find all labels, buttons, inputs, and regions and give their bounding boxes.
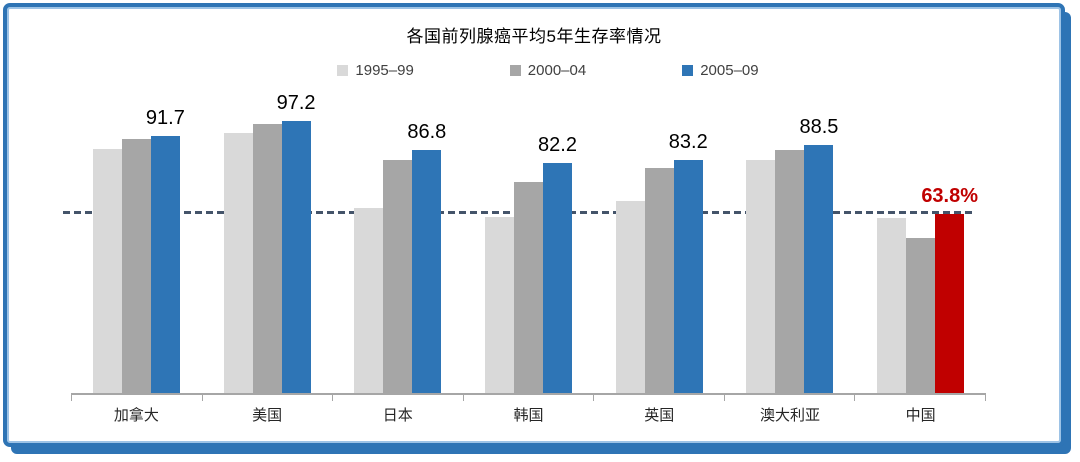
bar-加拿大-2005–09: [150, 136, 180, 393]
bar-group-澳大利亚: 88.5: [725, 85, 856, 393]
bar-美国-2000–04: [252, 124, 282, 393]
legend-item-2005-09: 2005–09: [682, 62, 759, 79]
value-label-英国: 83.2: [668, 131, 708, 153]
bar-group-英国: 83.2: [594, 85, 725, 393]
plot-area: 91.7 97.2 86.8 82.2 83.2 88.5 63.8% 加拿大 美国 日本 韩国 英…: [63, 85, 986, 425]
category-label-韩国: 韩国: [513, 407, 544, 424]
bar-加拿大-2000–04: [121, 139, 151, 393]
bar-日本-1995–99: [354, 208, 384, 393]
bar-中国-2005–09: [935, 214, 965, 393]
x-axis: [71, 393, 986, 401]
axis-tick: [593, 395, 724, 401]
bar-中国-1995–99: [877, 218, 907, 393]
axis-tick: [201, 395, 333, 401]
bar-英国-2005–09: [673, 160, 703, 393]
bar-澳大利亚-1995–99: [746, 160, 776, 393]
value-label-中国: 63.8%: [921, 185, 979, 207]
bar-英国-1995–99: [615, 201, 645, 393]
axis-tick: [723, 395, 855, 401]
bar-韩国-2000–04: [514, 182, 544, 393]
bar-group-韩国: 82.2: [463, 85, 594, 393]
bar-group-日本: 86.8: [332, 85, 463, 393]
value-label-日本: 86.8: [407, 121, 447, 143]
value-label-澳大利亚: 88.5: [799, 116, 839, 138]
legend: 1995–99 2000–04 2005–09: [21, 62, 1075, 79]
legend-label: 2005–09: [700, 62, 759, 79]
axis-tick: [332, 395, 463, 401]
axis-tick: [462, 395, 594, 401]
bar-group-美国: 97.2: [202, 85, 333, 393]
legend-swatch-icon: [337, 65, 349, 76]
category-label-英国: 英国: [644, 407, 675, 424]
bar-加拿大-1995–99: [92, 149, 122, 393]
bar-澳大利亚-2005–09: [804, 145, 834, 393]
legend-swatch-icon: [509, 65, 521, 76]
bar-美国-1995–99: [223, 133, 253, 393]
bar-美国-2005–09: [281, 121, 311, 393]
bar-英国-2000–04: [644, 168, 674, 393]
bar-日本-2000–04: [383, 160, 413, 393]
bar-groups: 91.7 97.2 86.8 82.2 83.2 88.5 63.8%: [63, 85, 986, 393]
value-label-加拿大: 91.7: [145, 107, 185, 129]
value-label-美国: 97.2: [276, 92, 316, 114]
category-label-日本: 日本: [382, 407, 413, 424]
bar-日本-2005–09: [412, 150, 442, 393]
legend-label: 1995–99: [355, 62, 414, 79]
axis-tick: [71, 395, 202, 401]
bar-澳大利亚-2000–04: [775, 150, 805, 393]
chart-frame: 各国前列腺癌平均5年生存率情况 1995–99 2000–04 2005–09 …: [3, 3, 1065, 447]
category-label-美国: 美国: [252, 407, 283, 424]
bar-group-中国: 63.8%: [855, 85, 986, 393]
category-label-澳大利亚: 澳大利亚: [759, 407, 820, 424]
bar-韩国-2005–09: [543, 163, 573, 393]
legend-swatch-icon: [682, 65, 694, 76]
chart-title: 各国前列腺癌平均5年生存率情况: [406, 27, 662, 46]
legend-item-1995-99: 1995–99: [337, 62, 414, 79]
category-labels: 加拿大 美国 日本 韩国 英国 澳大利亚 中国: [71, 404, 986, 425]
category-label-加拿大: 加拿大: [113, 407, 159, 424]
bar-group-加拿大: 91.7: [71, 85, 202, 393]
bar-中国-2000–04: [906, 238, 936, 393]
axis-tick: [854, 395, 985, 401]
category-label-中国: 中国: [905, 407, 936, 424]
bar-韩国-1995–99: [485, 217, 515, 393]
legend-label: 2000–04: [527, 62, 587, 79]
value-label-韩国: 82.2: [538, 134, 577, 156]
legend-item-2000-04: 2000–04: [509, 62, 587, 79]
